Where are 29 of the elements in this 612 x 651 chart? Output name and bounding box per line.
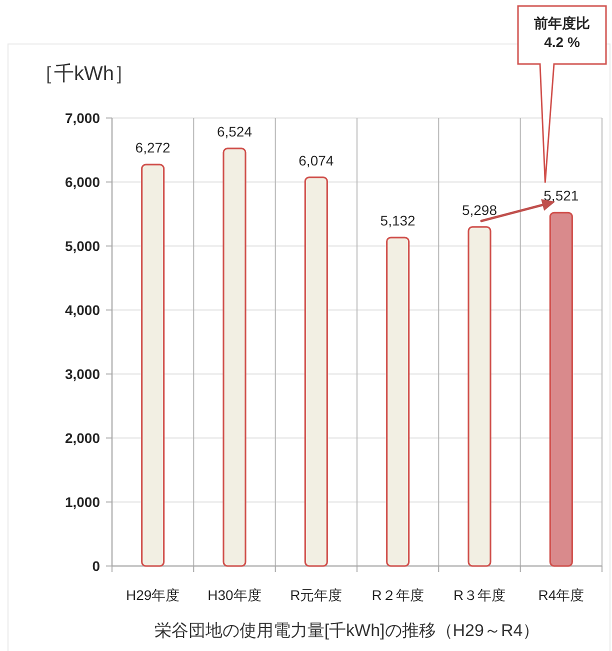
text: 栄谷団地の使用電力量[千kWh]の推移（H29～R4） xyxy=(154,621,540,640)
data-label: 5,298 xyxy=(462,202,498,218)
data-label: 6,524 xyxy=(216,123,252,140)
x-tick-label: R３年度 xyxy=(453,587,506,603)
y-tick-label: 0 xyxy=(92,558,100,574)
bar xyxy=(222,148,246,567)
data-label: 6,074 xyxy=(298,152,334,168)
data-label: 5,521 xyxy=(544,188,579,204)
text: 前年度比 4.2 % xyxy=(533,15,590,50)
bar xyxy=(549,212,573,567)
x-tick-label: R元年度 xyxy=(290,587,342,603)
y-tick-label: 2,000 xyxy=(64,430,100,446)
y-tick-label: 7,000 xyxy=(64,110,100,126)
y-tick-label: 3,000 xyxy=(64,366,100,382)
y-axis-title: ［千kWh］ xyxy=(34,63,134,85)
y-tick-label: 1,000 xyxy=(64,494,100,510)
x-tick-label: H30年度 xyxy=(208,587,262,603)
x-tick-label: R4年度 xyxy=(538,587,584,603)
x-tick-label: R２年度 xyxy=(372,587,424,603)
bar xyxy=(468,226,492,567)
bar xyxy=(386,236,410,567)
bar xyxy=(304,176,328,567)
data-label: 6,272 xyxy=(135,140,171,156)
y-tick-label: 5,000 xyxy=(64,238,100,254)
bar xyxy=(141,164,165,567)
y-tick-label: 4,000 xyxy=(64,302,100,318)
data-label: 5,132 xyxy=(380,212,416,229)
y-tick-label: 6,000 xyxy=(64,174,100,190)
x-tick-label: H29年度 xyxy=(126,587,180,603)
